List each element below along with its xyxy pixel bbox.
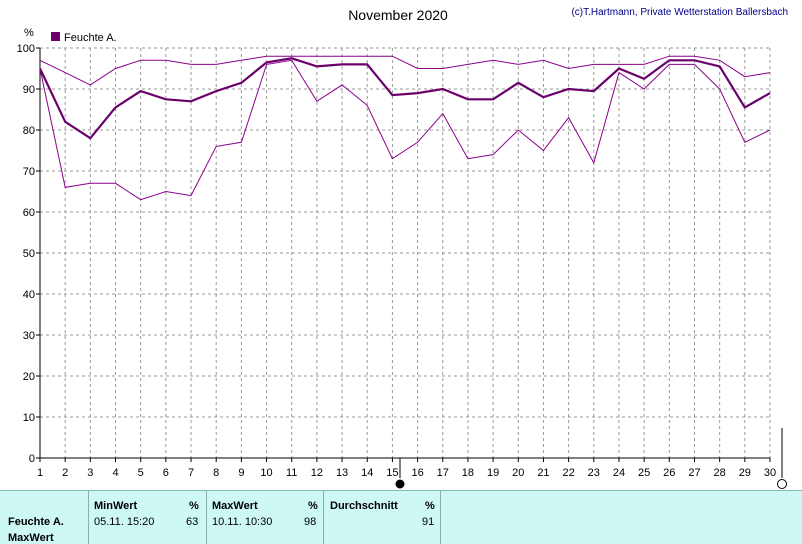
x-tick-label: 29 [739,467,751,479]
stats-table: MinWert % MaxWert % Durchschnitt % Feuch… [0,490,802,544]
min-datetime: 05.11. 15:20 [94,516,155,528]
legend-swatch [51,32,60,41]
series-line-avg [39,57,771,140]
max-header: MaxWert [212,500,258,512]
avg-unit: % [425,500,435,512]
series-lines [39,55,771,201]
legend-label: Feuchte A. [64,32,117,44]
min-unit: % [189,500,199,512]
x-tick-label: 23 [588,467,600,479]
y-tick-label: 0 [29,453,35,465]
x-tick-label: 22 [562,467,574,479]
x-tick-label: 2 [62,467,68,479]
x-tick-label: 21 [537,467,549,479]
y-tick-label: 10 [23,412,35,424]
x-tick-label: 30 [764,467,776,479]
full-moon-icon [777,428,787,489]
x-tick-label: 19 [487,467,499,479]
x-tick-label: 27 [688,467,700,479]
x-tick-label: 7 [188,467,194,479]
x-tick-label: 15 [386,467,398,479]
x-tick-label: 25 [638,467,650,479]
x-tick-label: 1 [37,467,43,479]
y-tick-label: 60 [23,207,35,219]
avg-header: Durchschnitt [330,500,398,512]
row-label: Feuchte A. [8,516,64,528]
x-tick-label: 5 [138,467,144,479]
max-datetime: 10.11. 10:30 [212,516,273,528]
x-tick-label: 16 [411,467,423,479]
x-tick-label: 14 [361,467,373,479]
x-tick-label: 13 [336,467,348,479]
y-tick-label: 40 [23,289,35,301]
x-tick-label: 12 [311,467,323,479]
x-tick-label: 9 [238,467,244,479]
x-tick-label: 3 [87,467,93,479]
max-unit: % [308,500,318,512]
y-axis-label: % [24,27,34,39]
min-value: 63 [186,516,199,528]
x-tick-label: 10 [260,467,272,479]
grid [40,47,771,458]
min-header: MinWert [94,500,138,512]
y-tick-label: 80 [23,125,35,137]
chart-credit: (c)T.Hartmann, Private Wetterstation Bal… [571,7,788,18]
x-tick-label: 8 [213,467,219,479]
y-tick-label: 100 [17,43,35,55]
y-tick-label: 30 [23,330,35,342]
x-tick-label: 28 [714,467,726,479]
x-tick-label: 11 [286,467,297,479]
chart-title: November 2020 [348,7,448,23]
new-moon-icon [395,458,405,489]
x-tick-label: 6 [163,467,169,479]
x-tick-label: 20 [512,467,524,479]
x-tick-label: 17 [437,467,449,479]
series-line-max [39,55,771,86]
y-tick-label: 70 [23,166,35,178]
x-tick-label: 18 [462,467,474,479]
y-tick-label: 20 [23,371,35,383]
y-tick-label: 90 [23,84,35,96]
max-value: 98 [304,516,317,528]
x-tick-label: 24 [613,467,625,479]
humidity-chart: November 2020 (c)T.Hartmann, Private Wet… [17,7,788,489]
avg-value: 91 [422,516,435,528]
y-tick-label: 50 [23,248,35,260]
x-tick-label: 4 [112,467,118,479]
x-tick-label: 26 [663,467,675,479]
series-line-min [39,59,771,201]
row-label-secondary: MaxWert [8,532,54,544]
